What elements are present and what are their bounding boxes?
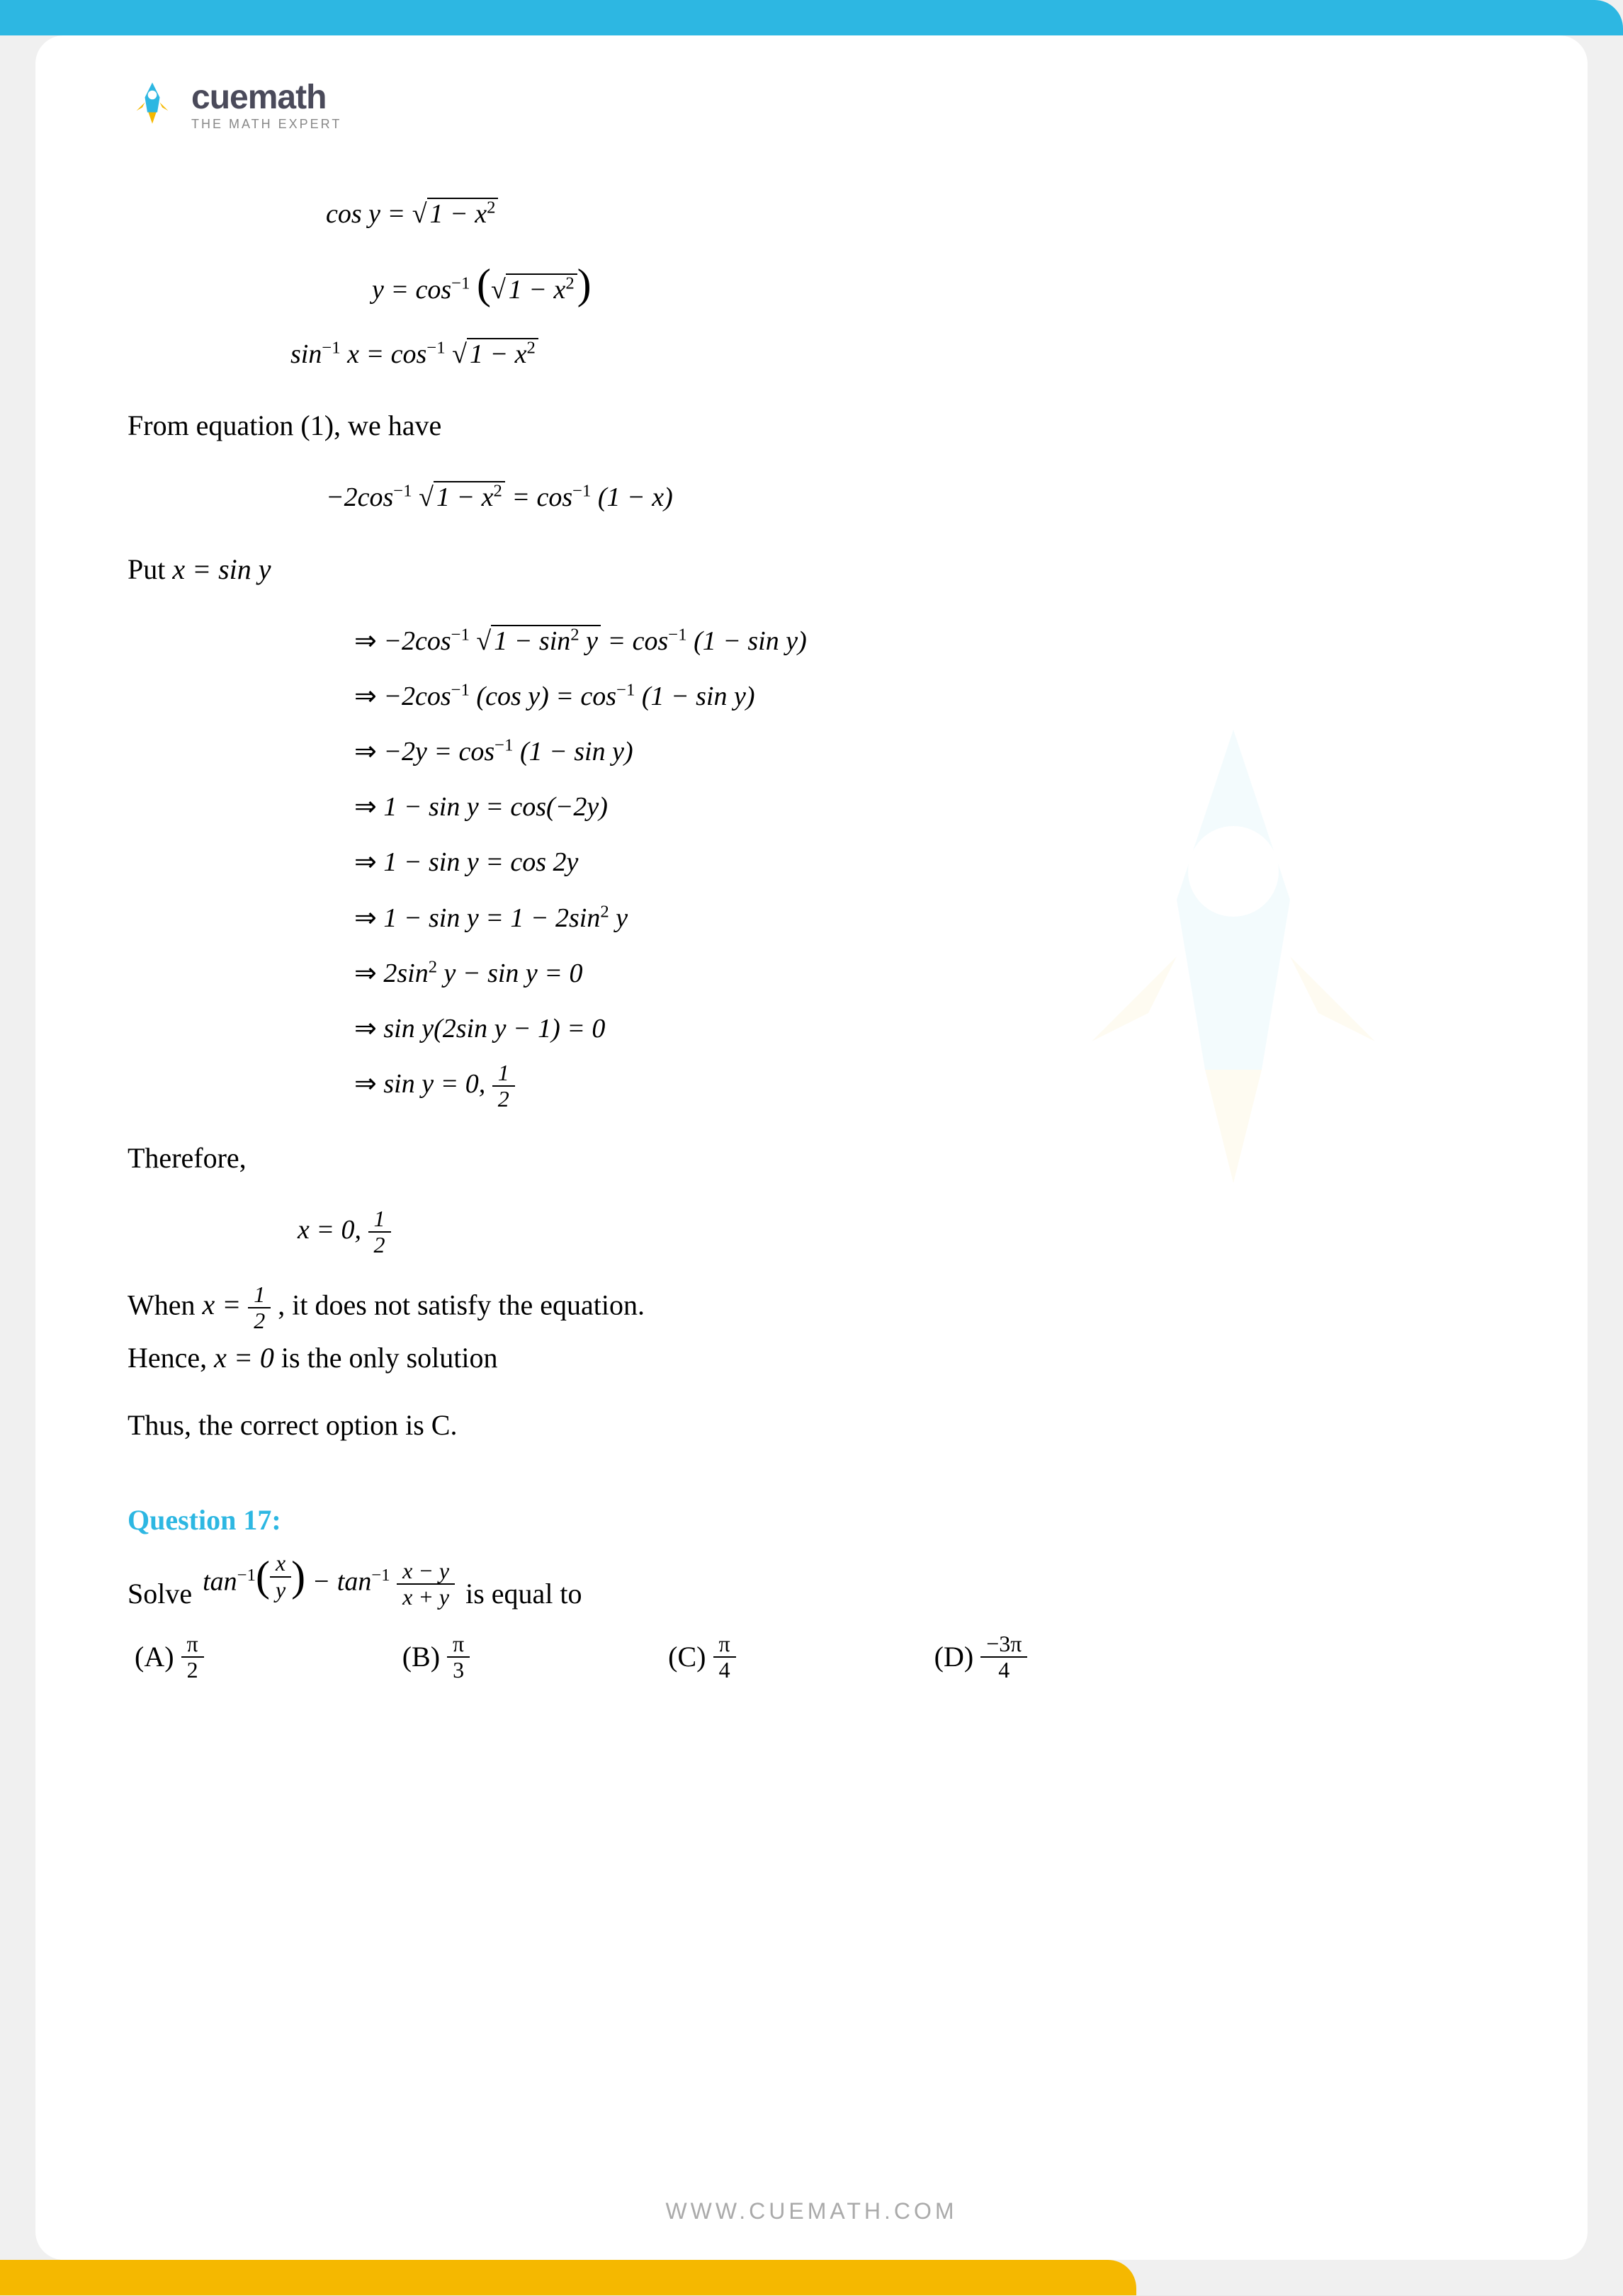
text-suffix: is the only solution — [281, 1342, 498, 1374]
option-label: (A) — [135, 1640, 174, 1673]
equation-line: y = cos−1 (1 − x2) — [372, 244, 1495, 324]
text-suffix: , it does not satisfy the equation. — [278, 1289, 645, 1321]
option-c: (C) π4 — [668, 1631, 735, 1683]
top-accent-bar — [0, 0, 1623, 35]
inline-math: x = 0 — [214, 1342, 274, 1374]
option-label: (D) — [934, 1640, 974, 1673]
equation-line: ⇒ −2y = cos−1 (1 − sin y) — [354, 726, 1495, 777]
fraction-denominator: 2 — [368, 1233, 391, 1257]
fraction-denominator: 3 — [447, 1658, 470, 1683]
fraction-denominator: 2 — [248, 1308, 271, 1333]
fraction-denominator: 4 — [993, 1658, 1015, 1683]
fraction-denominator: 2 — [492, 1087, 515, 1112]
equation-line: x = 0, 12 — [298, 1204, 1495, 1257]
option-b: (B) π3 — [402, 1631, 470, 1683]
fraction-numerator: x − y — [397, 1559, 455, 1585]
fraction-numerator: 1 — [368, 1206, 391, 1233]
options-row: (A) π2 (B) π3 (C) π4 (D) −3π4 — [135, 1631, 1495, 1683]
fraction-numerator: 1 — [492, 1061, 515, 1087]
fraction-denominator: 4 — [713, 1658, 736, 1683]
equation-line: −2cos−1 1 − x2 = cos−1 (1 − x) — [326, 472, 1495, 523]
fraction-numerator: −3π — [980, 1631, 1027, 1658]
option-label: (B) — [402, 1640, 440, 1673]
brand-name: cuemath — [191, 78, 341, 117]
fraction-numerator: 1 — [248, 1282, 271, 1308]
text-prefix: Hence, — [128, 1342, 214, 1374]
equation-line: cos y = 1 − x2 — [326, 188, 1495, 239]
math-block-3: ⇒ −2cos−1 1 − sin2 y = cos−1 (1 − sin y)… — [354, 616, 1495, 1112]
equation-line: ⇒ sin y = 0, 12 — [354, 1058, 1495, 1112]
equation-line: ⇒ 1 − sin y = cos(−2y) — [354, 781, 1495, 832]
solve-label: Solve — [128, 1577, 192, 1610]
body-text: When x = 12 , it does not satisfy the eq… — [128, 1282, 1495, 1333]
option-label: (C) — [668, 1640, 706, 1673]
option-d: (D) −3π4 — [934, 1631, 1028, 1683]
footer-url: WWW.CUEMATH.COM — [35, 2198, 1588, 2224]
content-area: cuemath THE MATH EXPERT cos y = 1 − x2 y… — [128, 78, 1495, 1683]
question-title: Question 17: — [128, 1503, 1495, 1537]
logo-text: cuemath THE MATH EXPERT — [191, 78, 341, 132]
math-block-2: −2cos−1 1 − x2 = cos−1 (1 − x) — [326, 472, 1495, 523]
fraction-denominator: y — [270, 1578, 291, 1602]
fraction-denominator: 2 — [181, 1658, 204, 1683]
text-suffix: is equal to — [465, 1577, 582, 1610]
body-text: Put x = sin y — [128, 548, 1495, 591]
fraction-numerator: π — [713, 1631, 736, 1658]
page-content: cuemath THE MATH EXPERT cos y = 1 − x2 y… — [35, 35, 1588, 2260]
equation-line: ⇒ sin y(2sin y − 1) = 0 — [354, 1003, 1495, 1054]
math-block-4: x = 0, 12 — [298, 1204, 1495, 1257]
fraction-numerator: π — [447, 1631, 470, 1658]
logo: cuemath THE MATH EXPERT — [128, 78, 1495, 132]
text-prefix: When — [128, 1289, 203, 1321]
fraction-denominator: x + y — [397, 1585, 455, 1610]
question-expression: Solve tan−1(xy) − tan−1 x − yx + y is eq… — [128, 1551, 1495, 1610]
inline-math: x = 12 — [203, 1289, 271, 1321]
math-block-1: cos y = 1 − x2 y = cos−1 (1 − x2) sin−1 … — [326, 188, 1495, 380]
body-text: Therefore, — [128, 1137, 1495, 1180]
rocket-logo-icon — [128, 80, 177, 130]
equation-line: sin−1 x = cos−1 1 − x2 — [290, 329, 1495, 380]
equation-line: ⇒ −2cos−1 (cos y) = cos−1 (1 − sin y) — [354, 671, 1495, 722]
fraction-numerator: π — [181, 1631, 204, 1658]
equation-line: ⇒ 1 − sin y = 1 − 2sin2 y — [354, 893, 1495, 944]
equation-line: ⇒ 1 − sin y = cos 2y — [354, 837, 1495, 888]
bottom-accent-bar — [0, 2260, 1136, 2295]
equation-line: ⇒ 2sin2 y − sin y = 0 — [354, 948, 1495, 999]
body-text: Hence, x = 0 is the only solution — [128, 1337, 1495, 1379]
text-prefix: Put — [128, 553, 172, 585]
fraction-numerator: x — [270, 1551, 291, 1577]
inline-math: x = sin y — [172, 553, 271, 585]
option-a: (A) π2 — [135, 1631, 204, 1683]
equation-line: ⇒ −2cos−1 1 − sin2 y = cos−1 (1 − sin y) — [354, 616, 1495, 667]
brand-tagline: THE MATH EXPERT — [191, 117, 341, 132]
math-expression: tan−1(xy) − tan−1 x − yx + y — [203, 1551, 455, 1610]
page-wrapper: cuemath THE MATH EXPERT cos y = 1 − x2 y… — [0, 0, 1623, 2295]
body-text: From equation (1), we have — [128, 405, 1495, 447]
body-text: Thus, the correct option is C. — [128, 1404, 1495, 1447]
